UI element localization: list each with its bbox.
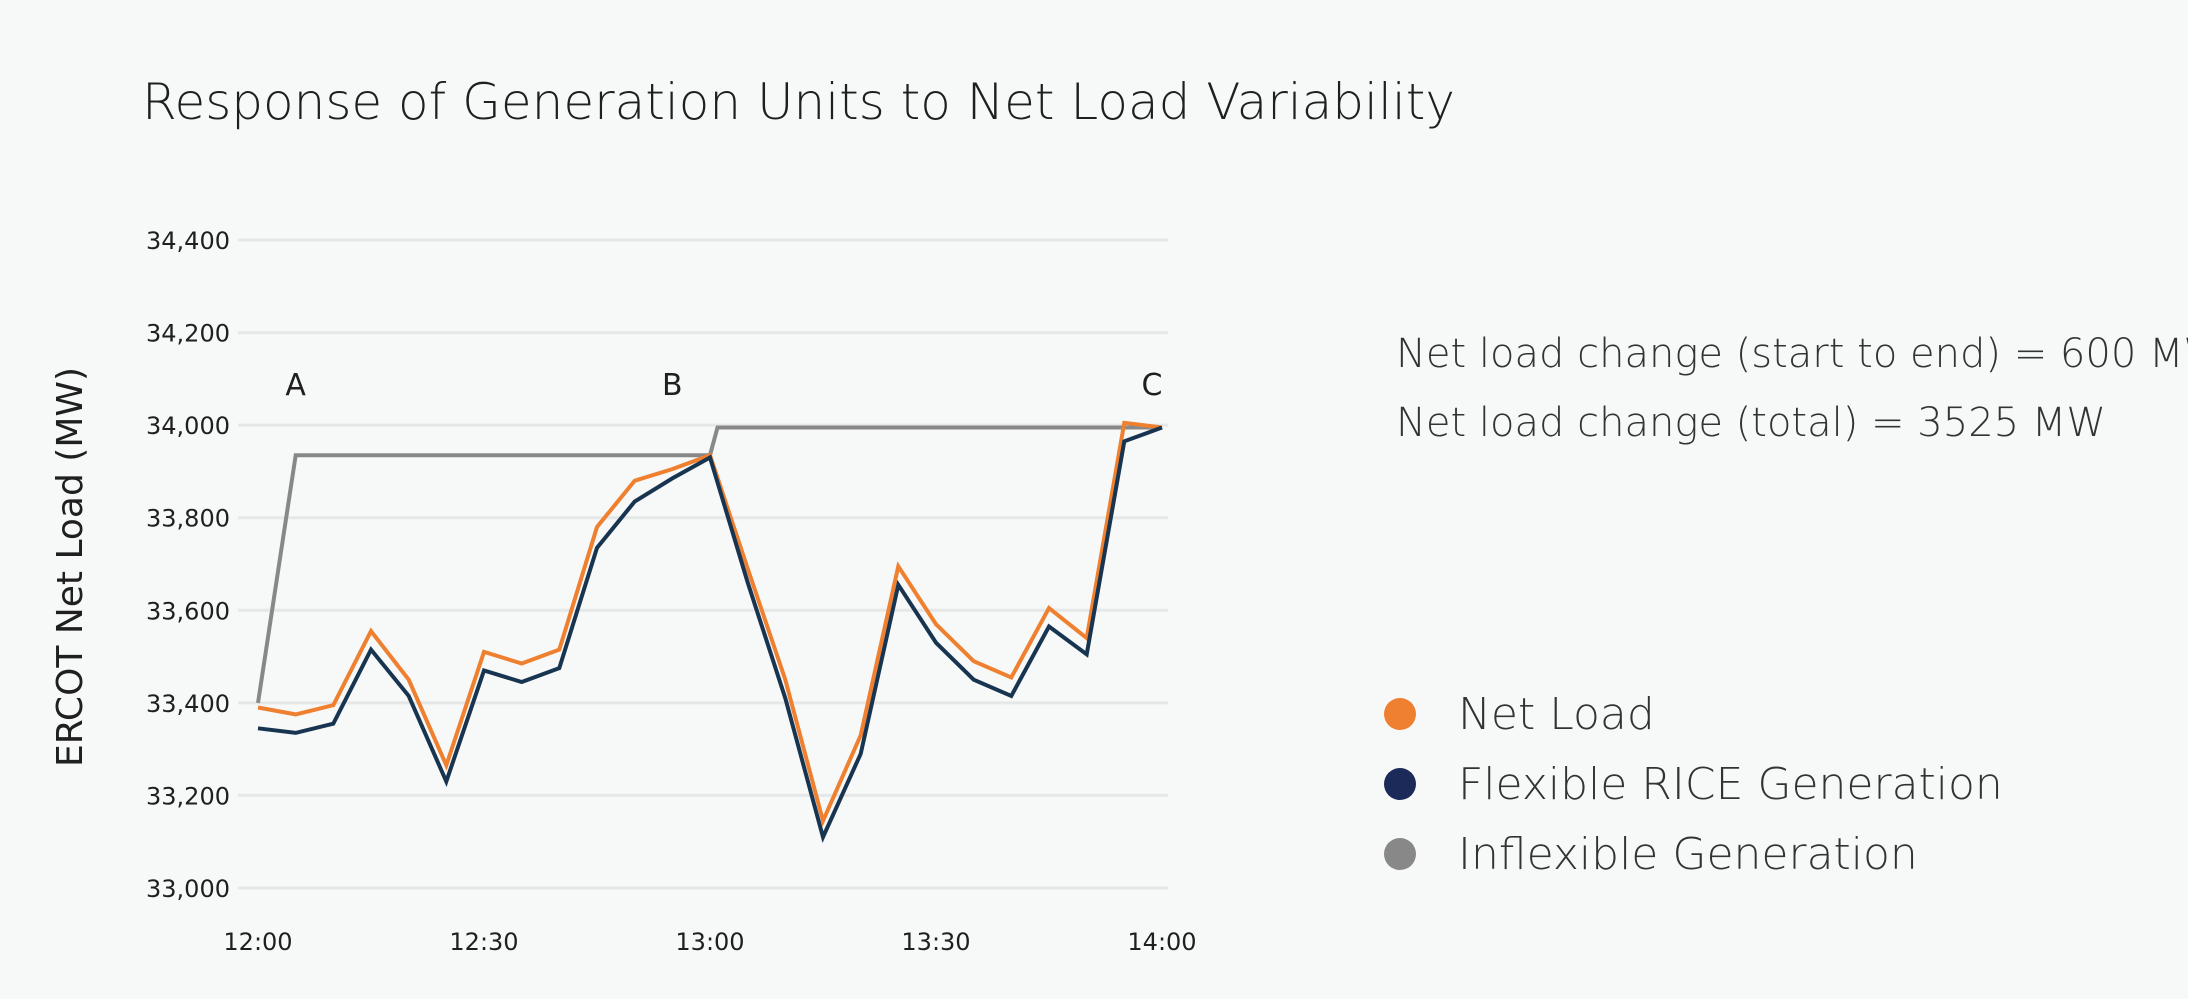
legend-marker <box>1384 838 1416 870</box>
y-tick-label: 33,600 <box>146 597 230 625</box>
series-line-net-load <box>257 420 1163 827</box>
legend-item: Net Load <box>1384 689 1655 740</box>
y-tick-label: 34,000 <box>146 412 230 440</box>
x-tick-label: 13:00 <box>675 928 744 956</box>
x-tick-label: 12:00 <box>223 928 292 956</box>
legend-label: Inflexible Generation <box>1458 829 1918 880</box>
legend-label: Flexible RICE Generation <box>1458 759 2003 810</box>
note-total: Net load change (total) = 3525 MW <box>1396 400 2106 446</box>
annotation-a: A <box>285 368 306 403</box>
note-start-to-end: Net load change (start to end) = 600 MW <box>1396 331 2188 377</box>
y-axis-ticks: 33,000 33,200 33,400 33,600 33,800 34,000 34,2… <box>146 227 230 903</box>
y-tick-label: 33,800 <box>146 505 230 533</box>
legend-marker <box>1384 698 1416 730</box>
series-line-flexible-rice-generation <box>257 425 1163 843</box>
series-lines <box>256 420 1163 843</box>
y-tick-label: 33,000 <box>146 875 230 903</box>
y-tick-label: 33,200 <box>146 782 230 810</box>
y-tick-label: 34,200 <box>146 320 230 348</box>
chart-title: Response of Generation Units to Net Load… <box>142 73 1455 131</box>
x-tick-label: 13:30 <box>901 928 970 956</box>
legend: Net Load Flexible RICE Generation Inflexib… <box>1384 689 2003 880</box>
legend-label: Net Load <box>1458 689 1655 740</box>
x-axis-ticks: 12:00 12:30 13:00 13:30 14:00 <box>223 928 1196 956</box>
series-line-inflexible-generation <box>256 425 1162 704</box>
y-tick-label: 33,400 <box>146 690 230 718</box>
y-axis-label: ERCOT Net Load (MW) <box>50 367 91 767</box>
annotation-b: B <box>662 368 683 403</box>
legend-item: Flexible RICE Generation <box>1384 759 2003 810</box>
x-tick-label: 14:00 <box>1127 928 1196 956</box>
point-annotations: A B C <box>285 368 1162 403</box>
legend-item: Inflexible Generation <box>1384 829 1918 880</box>
legend-marker <box>1384 768 1416 800</box>
grid <box>238 238 1168 890</box>
notes: Net load change (start to end) = 600 MW … <box>1396 331 2188 446</box>
y-tick-label: 34,400 <box>146 227 230 255</box>
annotation-c: C <box>1142 368 1163 403</box>
x-tick-label: 12:30 <box>449 928 518 956</box>
